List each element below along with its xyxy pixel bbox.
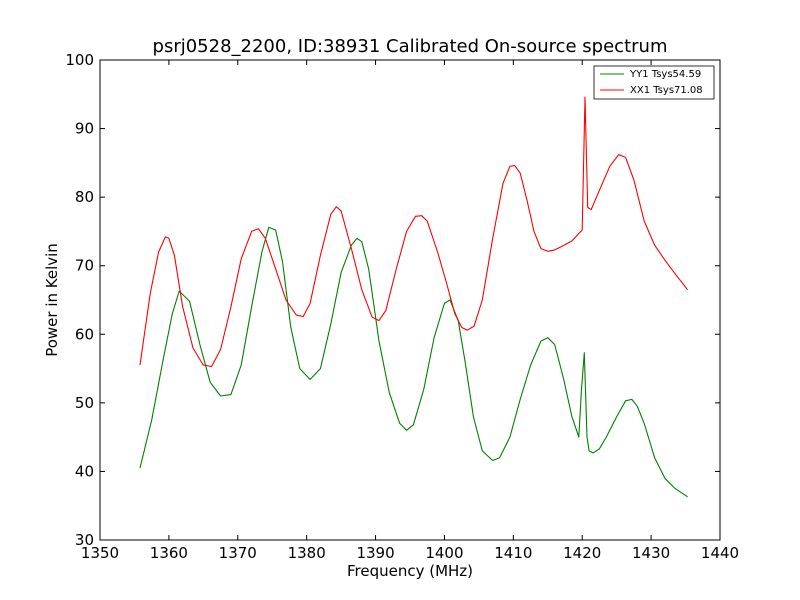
plot-frame: [99, 59, 721, 541]
y-tick-label: 60: [75, 325, 94, 343]
series-line-xx1: [139, 96, 689, 368]
legend-box: [593, 65, 715, 100]
y-axis-label: Power in Kelvin: [43, 243, 61, 357]
legend: YY1 Tsys54.59 XX1 Tsys71.08: [593, 65, 715, 100]
x-tick-label: 1410: [494, 544, 532, 562]
x-tick-label: 1400: [425, 544, 463, 562]
x-tick-label: 1440: [701, 544, 739, 562]
x-tick-label: 1370: [219, 544, 257, 562]
y-tick-label: 40: [75, 462, 94, 480]
x-tick-label: 1350: [81, 544, 119, 562]
x-tick-label: 1420: [563, 544, 601, 562]
y-tick-label: 90: [75, 120, 94, 138]
y-tick-label: 50: [75, 394, 94, 412]
series-layer: [139, 96, 689, 498]
legend-label-xx1: XX1 Tsys71.08: [630, 85, 703, 96]
y-tick-label: 80: [75, 188, 94, 206]
x-tick-label: 1380: [288, 544, 326, 562]
legend-label-yy1: YY1 Tsys54.59: [629, 69, 701, 80]
y-tick-label: 30: [75, 531, 94, 549]
x-axis-label: Frequency (MHz): [347, 562, 473, 580]
x-tick-label: 1390: [356, 544, 394, 562]
x-tick-label: 1360: [150, 544, 188, 562]
x-axis: 1350 1360 1370 1380 1390 1400 1410 1420 1430 1440: [81, 60, 739, 562]
y-tick-label: 70: [75, 257, 94, 275]
y-tick-label: 100: [65, 51, 94, 69]
chart-title: psrj0528_2200, ID:38931 Calibrated On-so…: [153, 36, 668, 57]
y-axis: 30 40 50 60 70 80 90 100: [65, 51, 720, 549]
series-line-yy1: [139, 226, 688, 498]
x-tick-label: 1430: [632, 544, 670, 562]
